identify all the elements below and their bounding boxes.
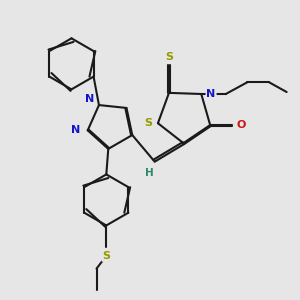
Text: S: S	[144, 118, 152, 128]
Text: O: O	[237, 120, 246, 130]
Text: N: N	[71, 125, 80, 135]
Text: N: N	[206, 89, 216, 99]
Text: S: S	[165, 52, 173, 61]
Text: H: H	[145, 168, 153, 178]
Text: N: N	[85, 94, 94, 104]
Text: S: S	[102, 251, 110, 261]
